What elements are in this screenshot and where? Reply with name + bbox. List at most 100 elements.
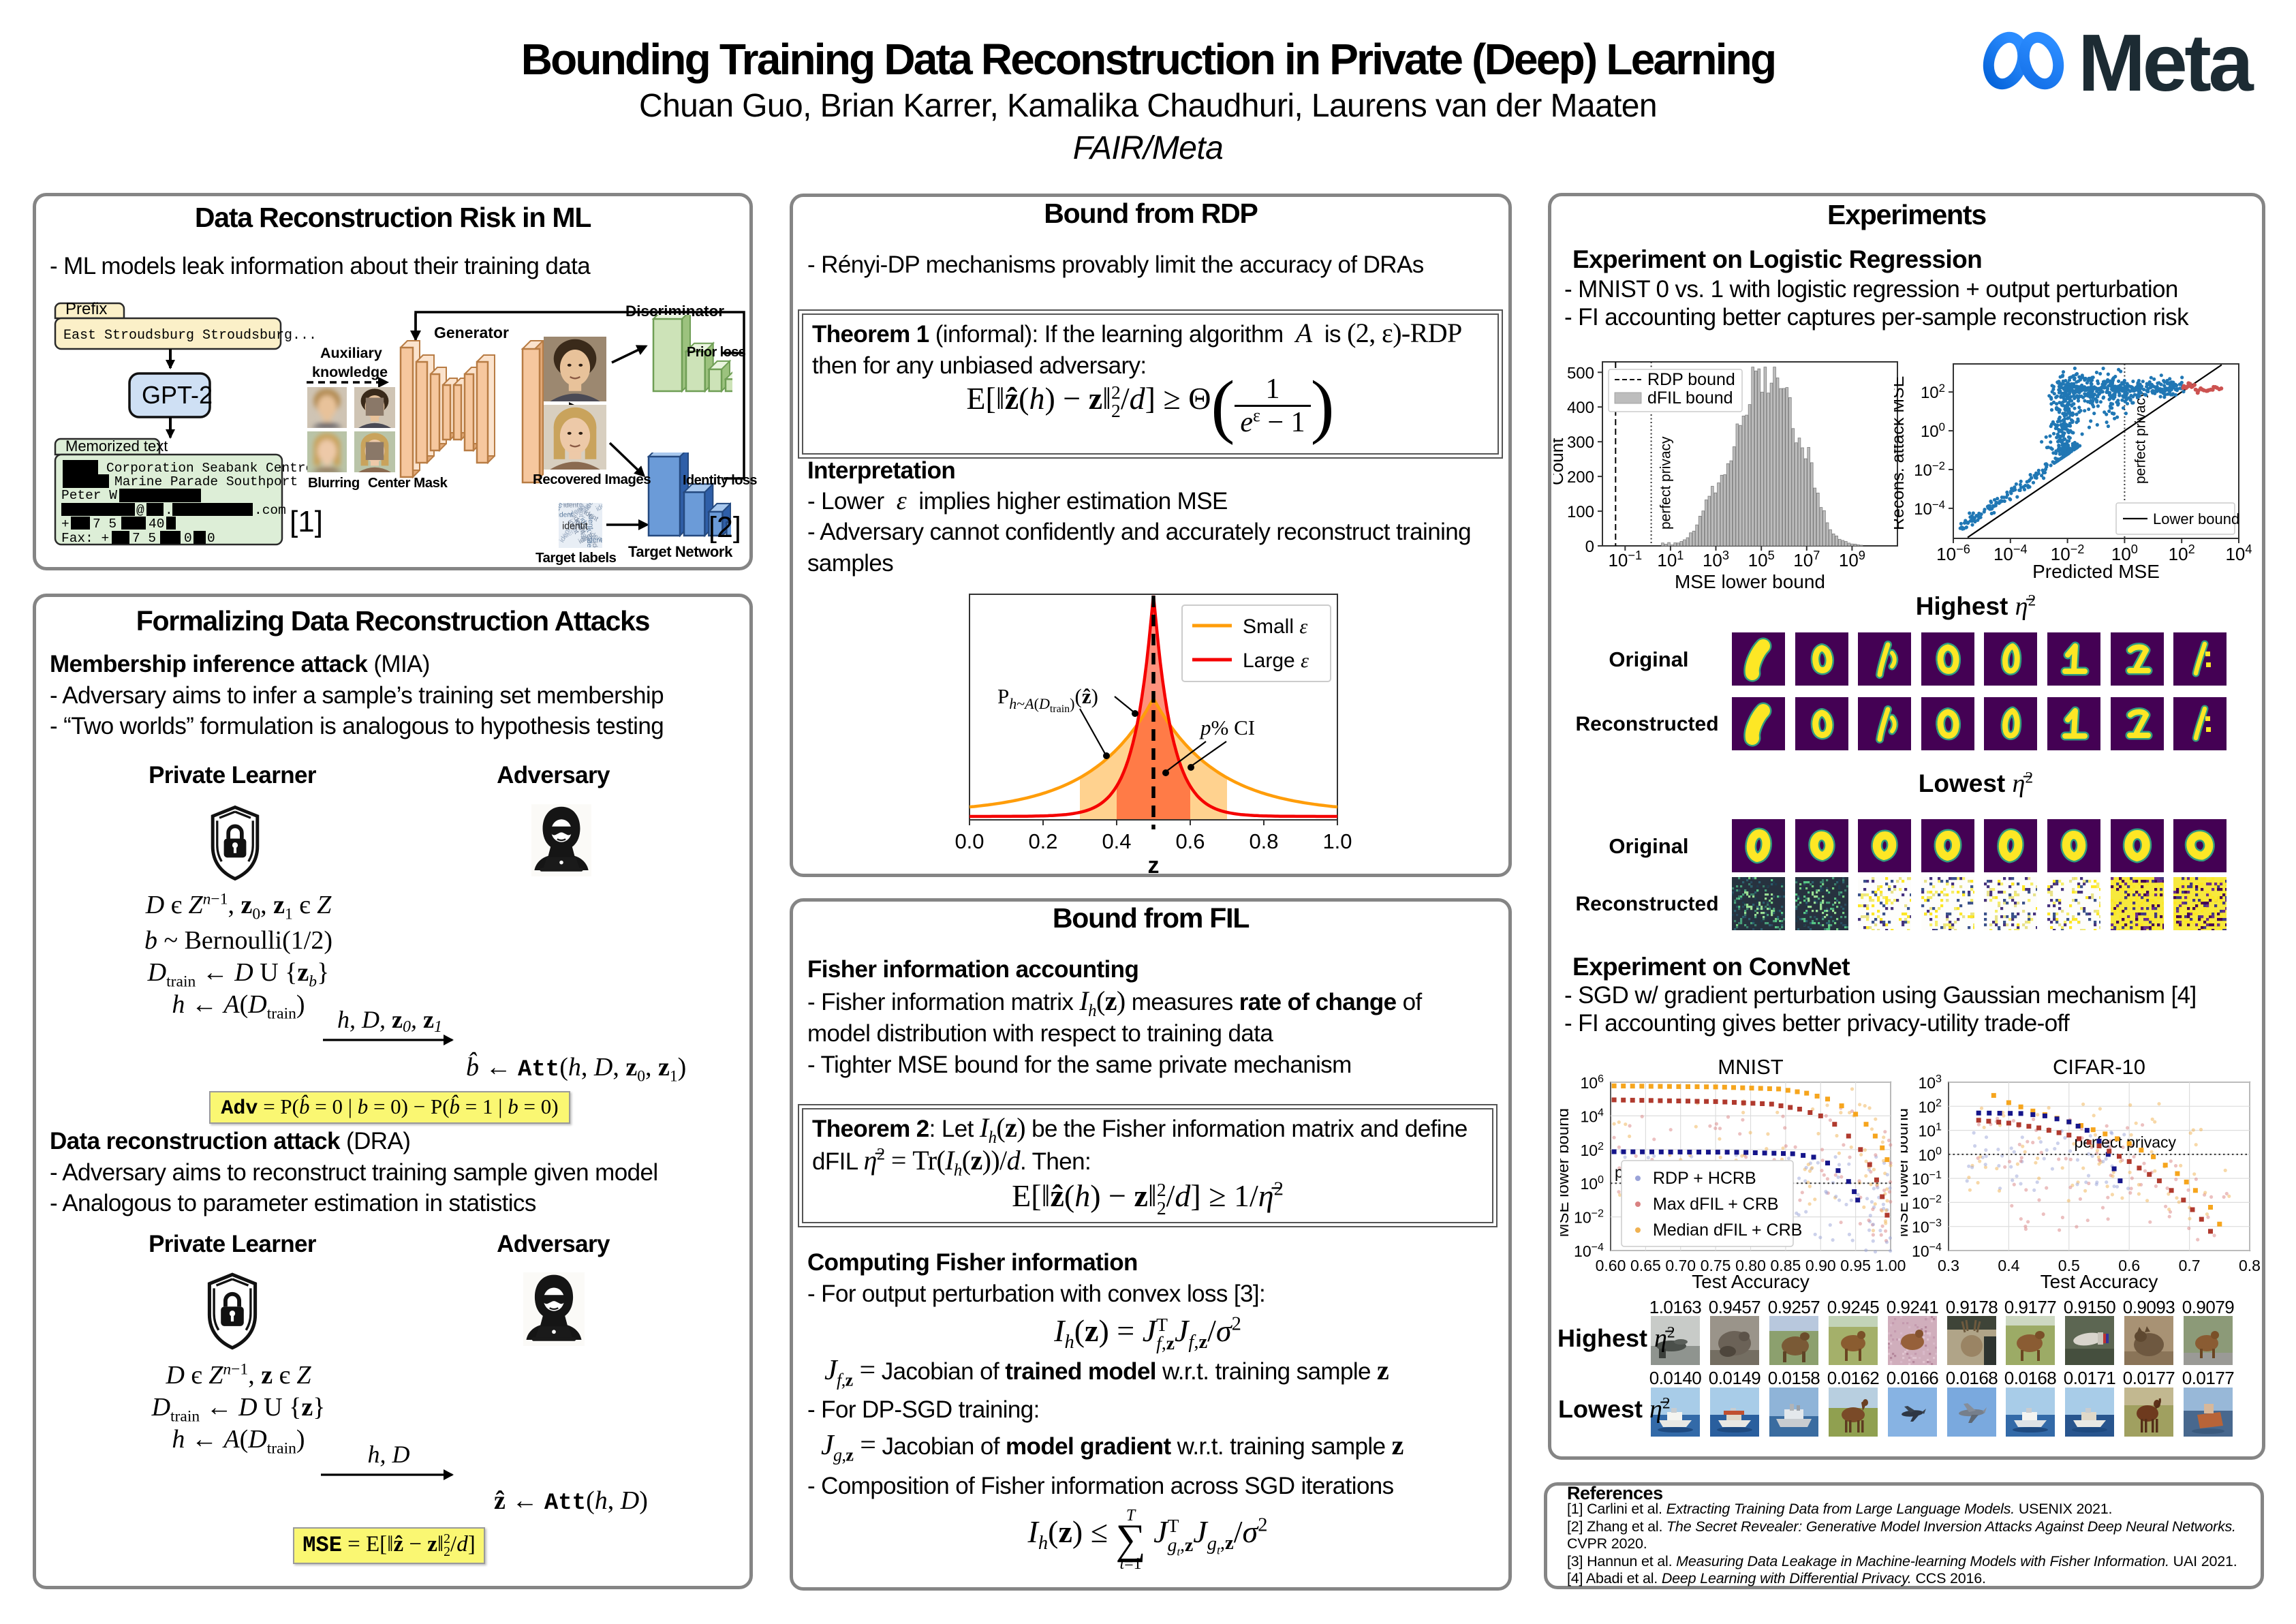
- svg-text:101: 101: [1657, 549, 1684, 570]
- svg-text:MSE lower bound: MSE lower bound: [1901, 1108, 1912, 1237]
- svg-text:ident: ident: [591, 542, 598, 548]
- svg-text:102: 102: [1921, 382, 1945, 402]
- svg-text:Max dFIL + CRB: Max dFIL + CRB: [1653, 1195, 1779, 1214]
- svg-text:0.7: 0.7: [2179, 1257, 2201, 1274]
- svg-text:h, D, z0, z1: h, D, z0, z1: [337, 1006, 442, 1036]
- svg-text:10−6: 10−6: [1936, 542, 1970, 564]
- svg-text:ident: ident: [587, 536, 602, 544]
- svg-text:0.6: 0.6: [2118, 1257, 2140, 1274]
- svg-text:RDP bound: RDP bound: [1647, 370, 1735, 389]
- svg-text:perfect privacy: perfect privacy: [2132, 390, 2148, 484]
- svg-text:0.4: 0.4: [1102, 829, 1131, 853]
- svg-text:400: 400: [1567, 399, 1594, 417]
- svg-text:0.75: 0.75: [1701, 1257, 1731, 1274]
- svg-text:0.2: 0.2: [1028, 829, 1057, 853]
- svg-text:100: 100: [1918, 1145, 1942, 1164]
- svg-text:@: @: [136, 503, 144, 518]
- svg-text:Peter W: Peter W: [61, 488, 117, 503]
- svg-text:ident: ident: [563, 503, 578, 510]
- svg-text:+: +: [61, 517, 69, 532]
- svg-text:Memorized text: Memorized text: [65, 438, 168, 455]
- svg-text:0.3: 0.3: [1938, 1257, 1959, 1274]
- svg-text:1.00: 1.00: [1876, 1257, 1906, 1274]
- svg-text:0.95: 0.95: [1840, 1257, 1871, 1274]
- svg-text:Corporation Seabank Centre: Corporation Seabank Centre: [106, 461, 313, 476]
- svg-text:Count: Count: [1553, 438, 1567, 485]
- svg-text:Fax: +: Fax: +: [61, 531, 109, 546]
- svg-text:ident: ident: [585, 538, 593, 548]
- svg-text:109: 109: [1839, 549, 1865, 570]
- svg-text:0.60: 0.60: [1596, 1257, 1626, 1274]
- svg-text:103: 103: [1703, 549, 1729, 570]
- svg-text:Marine Parade Southport: Marine Parade Southport: [114, 474, 298, 489]
- svg-text:10−1: 10−1: [1912, 1169, 1942, 1188]
- svg-text:0.6: 0.6: [1175, 829, 1205, 853]
- svg-text:0.70: 0.70: [1665, 1257, 1696, 1274]
- svg-text:Predicted MSE: Predicted MSE: [2032, 561, 2160, 582]
- svg-text:ident: ident: [559, 511, 573, 519]
- svg-text:0.65: 0.65: [1630, 1257, 1661, 1274]
- svg-text:0: 0: [184, 531, 192, 546]
- svg-text:[1]: [1]: [290, 505, 323, 538]
- svg-text:ident: ident: [595, 503, 602, 513]
- svg-text:ident: ident: [579, 526, 587, 542]
- svg-text:10−4: 10−4: [1574, 1241, 1604, 1260]
- svg-text:106: 106: [1580, 1073, 1604, 1092]
- svg-text:0.8: 0.8: [1249, 829, 1278, 853]
- svg-text:0.5: 0.5: [2058, 1257, 2080, 1274]
- svg-text:MSE lower bound: MSE lower bound: [1675, 571, 1825, 592]
- svg-text:105: 105: [1748, 549, 1775, 570]
- svg-text:0: 0: [1585, 538, 1594, 556]
- svg-text:10−4: 10−4: [1914, 498, 1945, 519]
- svg-text:7 5: 7 5: [93, 517, 117, 532]
- svg-text:identit: identit: [562, 521, 588, 532]
- svg-text:perfect privacy: perfect privacy: [1658, 436, 1674, 530]
- svg-text:0.85: 0.85: [1771, 1257, 1801, 1274]
- svg-text:dFIL bound: dFIL bound: [1647, 388, 1733, 408]
- svg-text:ident: ident: [587, 514, 594, 530]
- svg-text:104: 104: [1580, 1106, 1604, 1125]
- svg-text:100: 100: [1580, 1174, 1604, 1193]
- svg-text:103: 103: [1918, 1073, 1942, 1092]
- svg-text:200: 200: [1567, 468, 1594, 487]
- svg-text:CIFAR-10: CIFAR-10: [2053, 1055, 2145, 1079]
- svg-text:.: .: [165, 503, 173, 518]
- svg-text:Large ε: Large ε: [1243, 649, 1309, 672]
- svg-text:300: 300: [1567, 433, 1594, 452]
- svg-text:10−1: 10−1: [1608, 549, 1642, 570]
- svg-text:1.0: 1.0: [1322, 829, 1352, 853]
- svg-text:Test Accuracy: Test Accuracy: [2041, 1271, 2158, 1292]
- svg-text:Meta: Meta: [2078, 25, 2254, 97]
- svg-text:7 5: 7 5: [132, 531, 156, 546]
- svg-text:0.4: 0.4: [1998, 1257, 2019, 1274]
- svg-text:102: 102: [2169, 542, 2195, 564]
- svg-text:10−2: 10−2: [1914, 459, 1945, 480]
- svg-text:102: 102: [1918, 1097, 1942, 1116]
- svg-text:.com: .com: [254, 503, 286, 518]
- svg-text:East Stroudsburg Stroudsburg..: East Stroudsburg Stroudsburg...: [63, 328, 317, 343]
- svg-text:z: z: [1148, 853, 1160, 878]
- svg-text:knowledge: knowledge: [312, 364, 388, 380]
- svg-text:Small ε: Small ε: [1243, 615, 1307, 638]
- svg-text:0.8: 0.8: [2239, 1257, 2261, 1274]
- svg-text:0.90: 0.90: [1805, 1257, 1836, 1274]
- svg-text:0: 0: [207, 531, 215, 546]
- svg-text:ident: ident: [577, 503, 585, 517]
- svg-text:100: 100: [1567, 503, 1594, 521]
- svg-text:10−3: 10−3: [1912, 1217, 1942, 1236]
- svg-text:100: 100: [1921, 420, 1945, 441]
- svg-text:Recons. attack MSE: Recons. attack MSE: [1894, 376, 1908, 530]
- svg-text:107: 107: [1793, 549, 1820, 570]
- svg-text:40: 40: [149, 517, 164, 532]
- svg-text:Lower bound: Lower bound: [2153, 510, 2239, 527]
- svg-text:0.0: 0.0: [955, 829, 984, 853]
- svg-text:104: 104: [2225, 542, 2252, 564]
- svg-text:101: 101: [1918, 1121, 1942, 1140]
- svg-text:Prefix: Prefix: [65, 300, 107, 318]
- svg-text:Generator: Generator: [434, 324, 509, 341]
- svg-text:ident: ident: [563, 503, 578, 508]
- svg-text:MNIST: MNIST: [1718, 1055, 1784, 1079]
- svg-text:h, D: h, D: [368, 1441, 410, 1468]
- svg-text:RDP + HCRB: RDP + HCRB: [1653, 1169, 1756, 1188]
- svg-text:MSE lower bound: MSE lower bound: [1560, 1108, 1572, 1237]
